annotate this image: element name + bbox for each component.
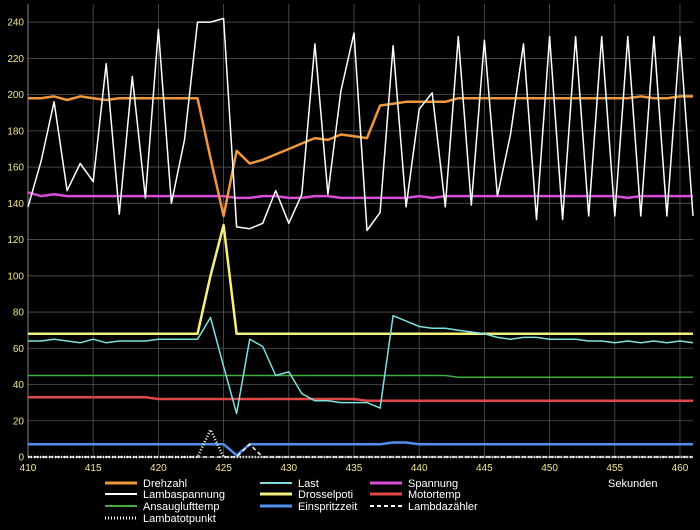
y-tick-label: 140 (7, 199, 24, 210)
legend-label: Einspritzzeit (298, 501, 357, 513)
y-tick-label: 80 (13, 308, 25, 319)
legend-label: Motortemp (408, 489, 461, 501)
y-tick-label: 240 (7, 18, 24, 29)
series-line-ansauglufttemp (28, 374, 693, 379)
x-tick-label: 460 (672, 463, 689, 474)
series-line-lambaspannung (27, 17, 694, 232)
x-tick-label: 425 (215, 463, 232, 474)
x-tick-label: 415 (85, 463, 102, 474)
legend-label: Lambdazähler (408, 501, 478, 513)
y-tick-label: 40 (13, 380, 25, 391)
series-line-last (28, 314, 694, 415)
y-tick-label: 20 (13, 416, 25, 427)
series-line-lambatotpunkt (28, 428, 693, 459)
y-tick-label: 60 (13, 344, 25, 355)
y-tick-label: 120 (7, 235, 24, 246)
y-tick-label: 220 (7, 54, 24, 65)
x-axis: 410 415 420 425 430 435 440 445 450 455 460 (20, 463, 689, 474)
gridlines (27, 4, 693, 458)
legend-label: Lambatotpunkt (143, 513, 216, 525)
series-line-motortemp (28, 395, 693, 403)
series-line-einspritzzeit (28, 441, 693, 457)
series-line-lambdaz-hler (28, 443, 693, 458)
legend-label: Lambaspannung (143, 489, 225, 501)
legend-label: Spannung (408, 478, 458, 490)
y-axis: 0 20 40 60 80 100 120 140 160 180 200 220 240 (7, 18, 24, 464)
x-tick-label: 430 (280, 463, 297, 474)
x-tick-label: 435 (346, 463, 363, 474)
x-tick-label: 440 (411, 463, 428, 474)
series-lines (27, 17, 694, 459)
legend: Drehzahl Last Spannung Lambaspannung Drossel… (105, 478, 478, 525)
x-tick-label: 410 (20, 463, 37, 474)
x-tick-label: 455 (606, 463, 623, 474)
legend-label: Drehzahl (143, 478, 187, 490)
x-axis-label: Sekunden (608, 478, 658, 490)
x-tick-label: 420 (150, 463, 167, 474)
legend-label: Ansauglufttemp (143, 501, 219, 513)
y-tick-label: 0 (18, 453, 24, 464)
legend-label: Drosselpoti (298, 489, 353, 501)
legend-label: Last (298, 478, 319, 490)
x-tick-label: 450 (541, 463, 558, 474)
x-tick-label: 445 (476, 463, 493, 474)
y-tick-label: 200 (7, 90, 24, 101)
y-tick-label: 160 (7, 163, 24, 174)
y-tick-label: 100 (7, 271, 24, 282)
series-line-drosselpoti (28, 223, 693, 336)
y-tick-label: 180 (7, 126, 24, 137)
series-line-spannung (27, 191, 693, 200)
